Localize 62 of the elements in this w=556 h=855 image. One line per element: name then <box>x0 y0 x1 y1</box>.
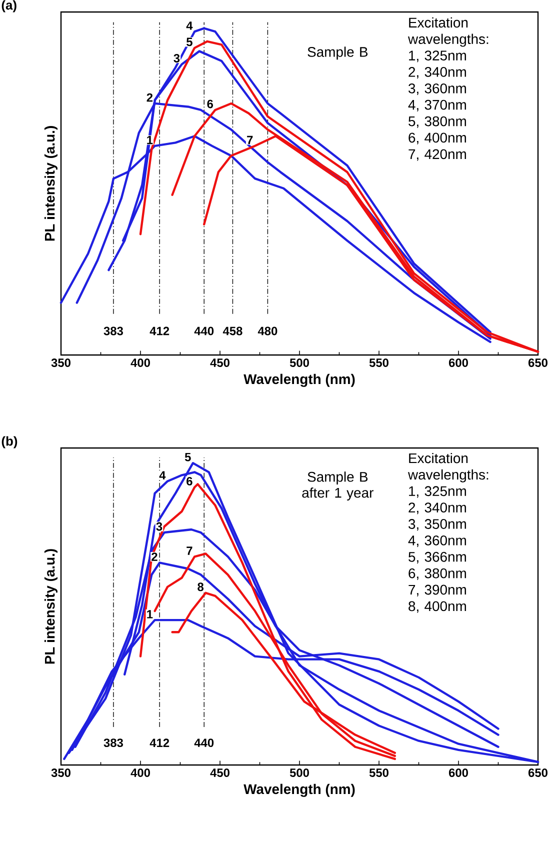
series-label: 1 <box>147 610 153 618</box>
series-label: 2 <box>146 93 153 102</box>
y-axis-title: PL intensity (a.u.) <box>44 549 58 664</box>
annotation: 2, 340nm <box>408 502 466 514</box>
x-tick-label: 450 <box>210 358 230 367</box>
annotation: 2, 340nm <box>408 67 466 79</box>
x-tick-label: 400 <box>130 358 150 367</box>
x-tick-label: 650 <box>528 768 548 777</box>
series-label: 5 <box>186 38 192 46</box>
chart-title: (a) <box>2 0 16 12</box>
x-axis-title: Wavelength (nm) <box>244 374 355 387</box>
series-label: 1 <box>147 136 153 144</box>
annotation: 7, 420nm <box>408 149 466 161</box>
annotation: Sample B <box>308 46 368 60</box>
annotation: 3, 350nm <box>408 519 466 531</box>
x-tick-label: 500 <box>290 358 309 367</box>
ref-line-label: 458 <box>222 326 242 336</box>
annotation: 1, 325nm <box>409 486 466 498</box>
annotation: 6, 400nm <box>408 132 466 144</box>
x-tick-label: 500 <box>290 768 309 777</box>
series-label: 8 <box>198 582 204 592</box>
annotation: 5, 380nm <box>408 116 466 128</box>
series-label: 6 <box>207 100 214 108</box>
series-label: 4 <box>186 22 193 30</box>
annotation: 3, 360nm <box>408 83 466 95</box>
x-tick-label: 600 <box>448 768 468 777</box>
annotation: 8, 400nm <box>408 601 466 613</box>
annotation: 5, 366nm <box>408 552 466 564</box>
chart-title: (b) <box>2 436 18 448</box>
series-label: 3 <box>174 54 180 62</box>
ref-line-label: 412 <box>150 738 170 747</box>
series-label: 4 <box>159 471 166 480</box>
series-label: 2 <box>152 552 158 561</box>
x-tick-label: 600 <box>448 358 468 367</box>
x-tick-label: 550 <box>369 358 388 367</box>
ref-line-label: 383 <box>104 326 124 336</box>
series-label: 5 <box>184 452 191 462</box>
series-label: 7 <box>186 546 192 555</box>
ref-line-label: 412 <box>150 326 170 336</box>
ref-line-label: 440 <box>194 738 214 748</box>
annotation: 1, 325nm <box>409 50 466 62</box>
ref-line-label: 383 <box>104 738 124 748</box>
annotation: Excitation wavelengths: <box>408 452 488 482</box>
y-axis-title: PL intensity (a.u.) <box>44 126 58 241</box>
x-tick-label: 350 <box>51 768 70 777</box>
ref-line-label: 440 <box>194 326 214 336</box>
annotation: 6, 380nm <box>408 568 466 580</box>
x-tick-label: 650 <box>528 358 548 367</box>
x-tick-label: 350 <box>51 358 70 367</box>
x-tick-label: 400 <box>130 768 150 777</box>
x-tick-label: 450 <box>210 768 230 777</box>
annotation: Excitation wavelengths: <box>408 17 488 47</box>
annotation: 4, 370nm <box>408 100 466 112</box>
ref-line-label: 480 <box>258 326 278 336</box>
series-label: 3 <box>156 522 162 531</box>
annotation: Sample B after 1 year <box>302 472 374 500</box>
annotation: 7, 390nm <box>408 584 466 596</box>
series-label: 7 <box>247 136 253 144</box>
x-tick-label: 550 <box>369 768 388 777</box>
annotation: 4, 360nm <box>408 535 466 548</box>
series-label: 6 <box>186 476 192 486</box>
x-axis-title: Wavelength (nm) <box>244 784 355 797</box>
